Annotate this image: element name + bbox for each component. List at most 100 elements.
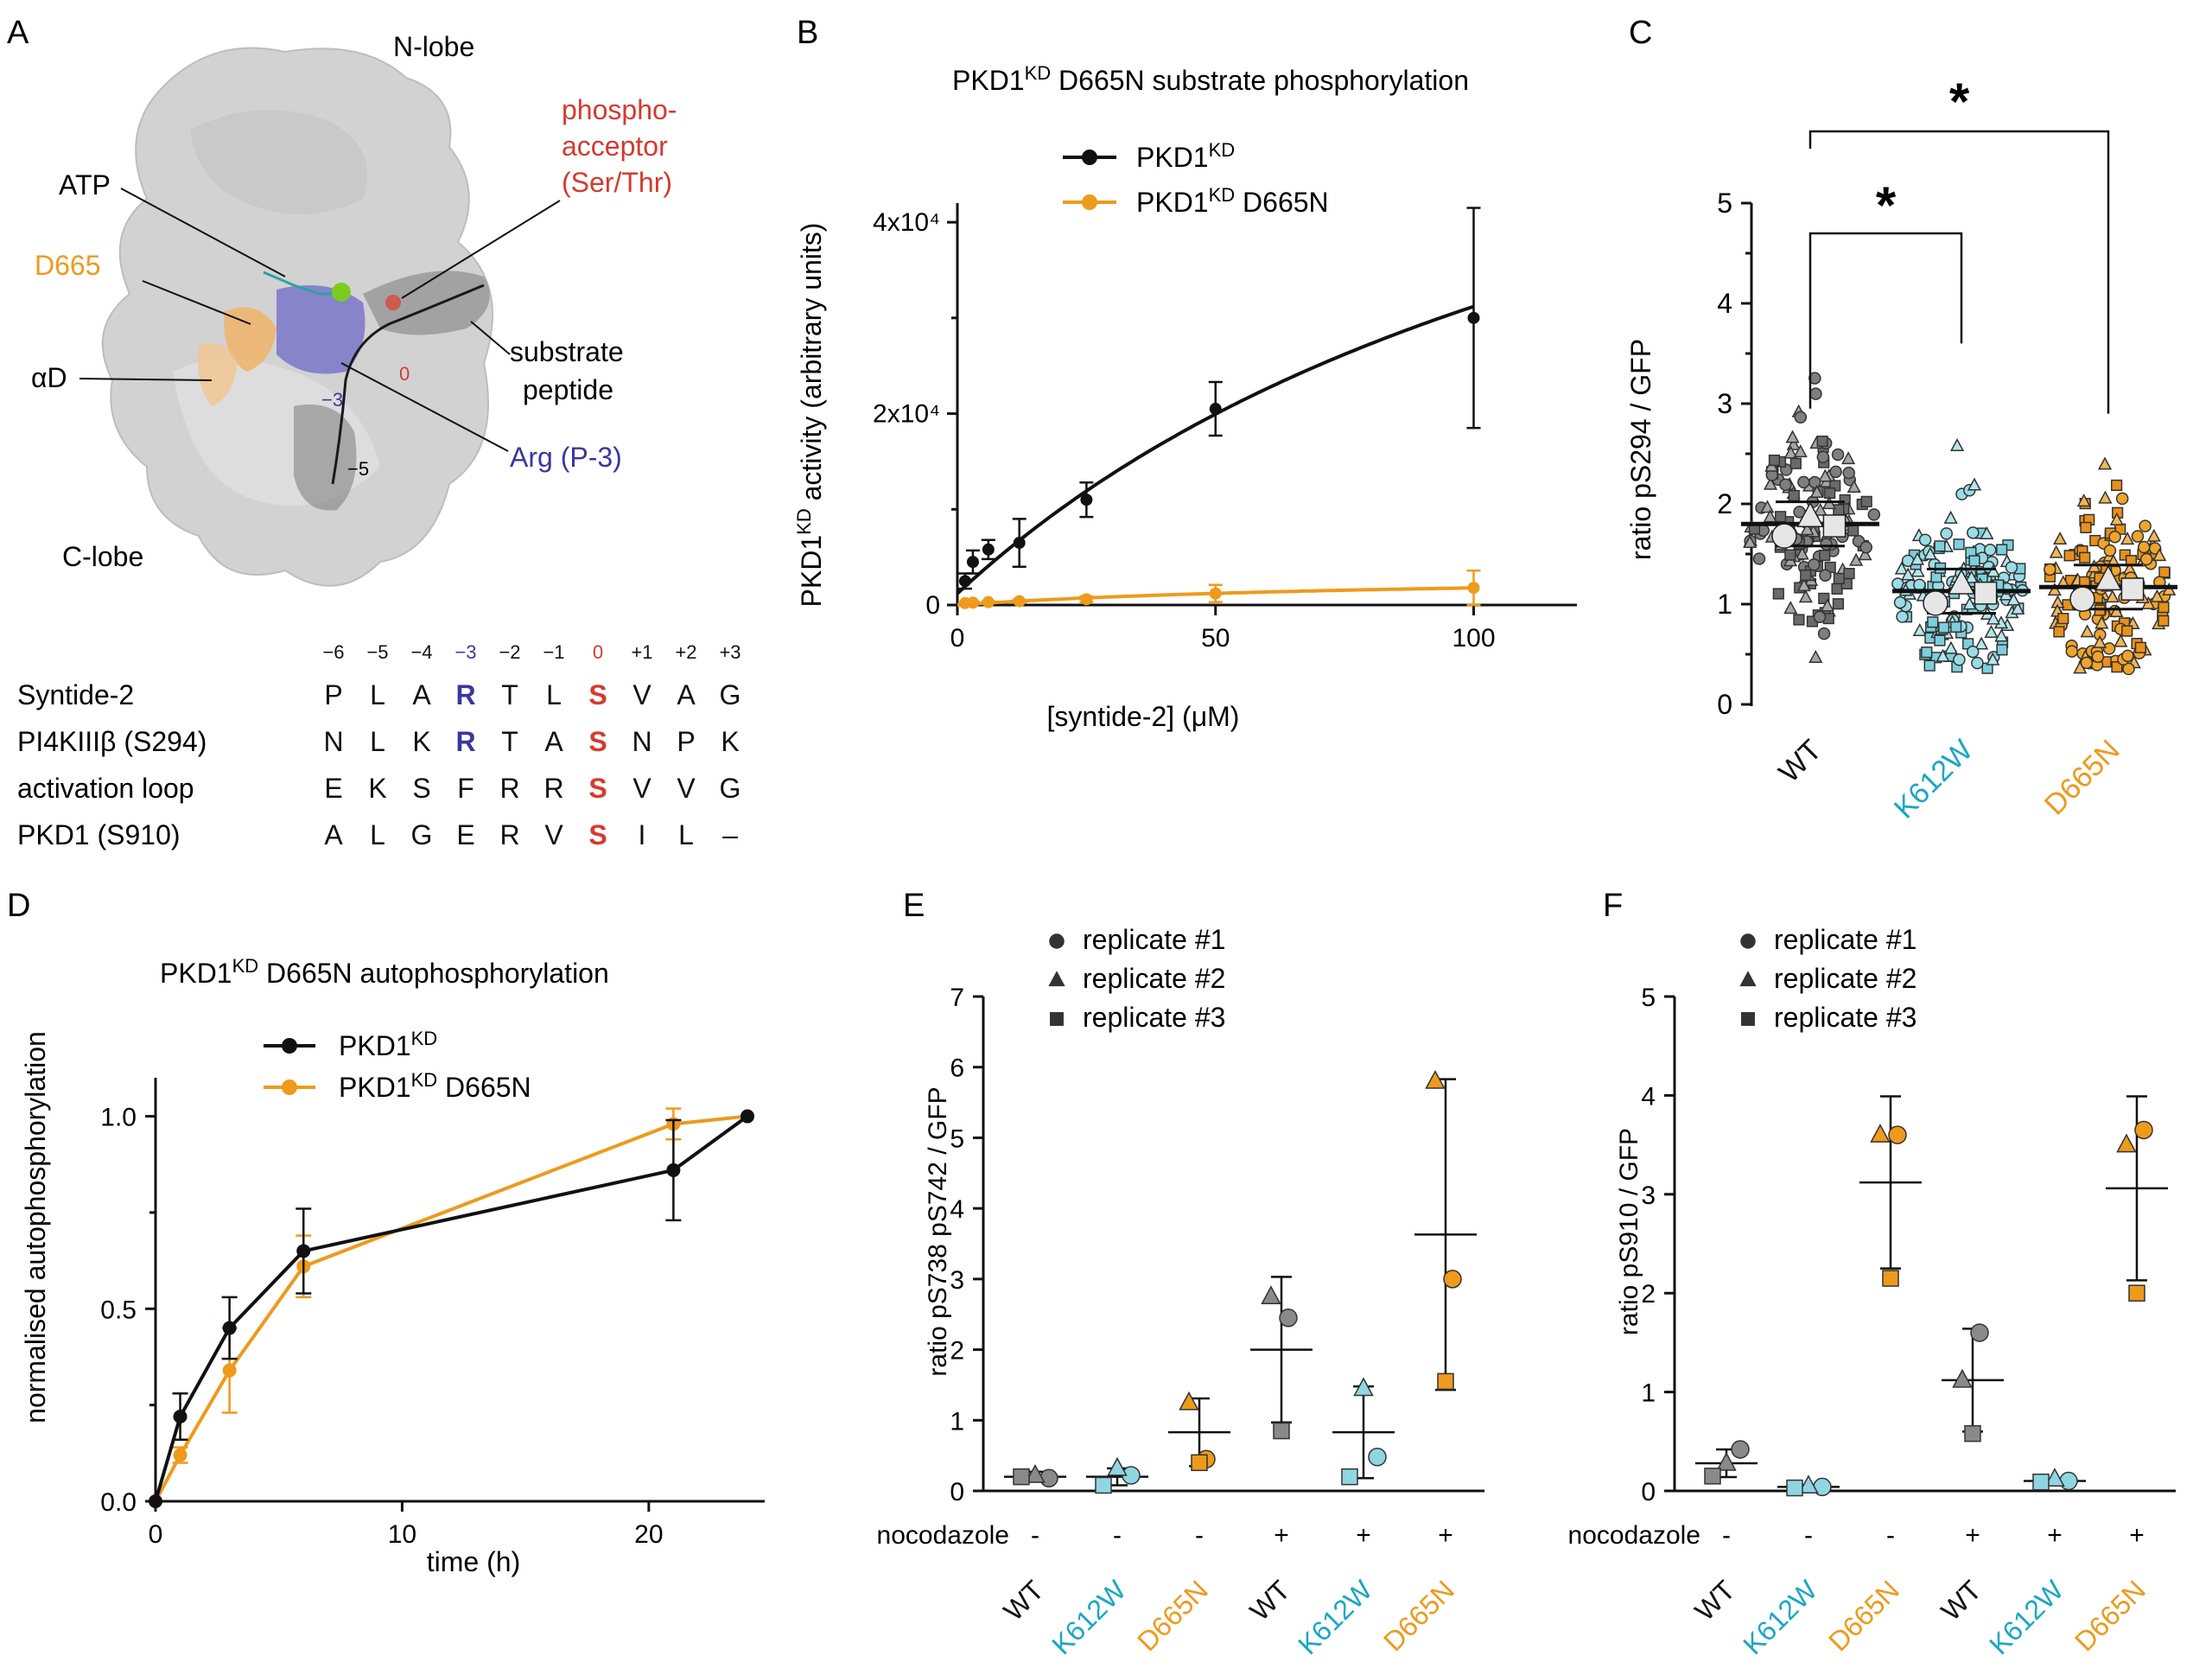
replicate-point <box>1013 1468 1030 1486</box>
data-point <box>2065 645 2079 658</box>
data-point <box>1896 610 1909 623</box>
y-tick-label: 1 <box>950 1407 964 1436</box>
d665-region <box>224 307 276 372</box>
data-point <box>2102 642 2116 655</box>
data-point <box>1813 502 1827 516</box>
legend-marker <box>1739 971 1757 987</box>
data-point <box>1901 567 1916 581</box>
x-tick-label: 10 <box>388 1520 416 1549</box>
data-point <box>2109 603 2124 617</box>
sequence-residue: E <box>456 819 474 850</box>
chart-b-title: PKD1KD D665N substrate phosphorylation <box>952 62 1469 96</box>
data-point <box>1775 511 1787 523</box>
data-point <box>2011 602 2025 615</box>
sequence-residue: T <box>501 726 518 757</box>
chart-d-plot: 0 10 20 0.0 0.5 1.0 <box>100 1078 765 1549</box>
replicate-mean <box>2120 577 2145 601</box>
data-point <box>2005 561 2018 574</box>
replicate-point <box>1870 1124 1891 1143</box>
data-point <box>2113 634 2128 647</box>
legend-label: replicate #1 <box>1083 924 1225 955</box>
y-tick-label: 5 <box>1641 984 1656 1012</box>
data-point <box>222 1321 237 1335</box>
replicate-point <box>1095 1476 1112 1494</box>
data-point <box>2122 662 2135 676</box>
replicate-point <box>1437 1372 1454 1391</box>
data-point <box>1800 522 1815 536</box>
nocodazole-sign: - <box>1195 1521 1204 1550</box>
data-point <box>1813 610 1827 624</box>
data-point <box>1788 489 1800 502</box>
y-tick-label: 2 <box>950 1337 964 1366</box>
position-label: 0 <box>593 641 603 663</box>
data-point <box>1986 652 2000 666</box>
y-tick-label: 3 <box>1717 388 1732 419</box>
data-point <box>1934 540 1946 552</box>
data-point <box>2098 490 2113 504</box>
y-tick-label: 1 <box>1641 1379 1656 1408</box>
data-point <box>1800 569 1812 582</box>
data-point <box>2158 615 2170 627</box>
data-point <box>1831 583 1843 595</box>
category-label: WT <box>1243 1574 1296 1627</box>
replicate-point <box>1786 1479 1803 1497</box>
data-point <box>1921 646 1933 659</box>
data-point <box>1789 457 1802 469</box>
chart-d-title: PKD1KD D665N autophosphorylation <box>160 955 609 989</box>
replicate-point <box>1731 1440 1750 1459</box>
sequence-residue: N <box>632 726 652 757</box>
data-point <box>2139 552 2153 566</box>
minus3-label: −3 <box>321 389 343 411</box>
x-tick-label: 20 <box>634 1520 663 1549</box>
legend-marker-pkd1kd <box>1082 150 1097 165</box>
replicate-mean <box>2094 564 2122 591</box>
significance-bracket <box>1808 232 1963 409</box>
y-tick-label: 0.5 <box>100 1296 137 1324</box>
replicate-mean <box>1822 514 1847 538</box>
category-label: D665N <box>2069 1574 2152 1657</box>
data-point <box>966 556 979 569</box>
replicate-point <box>1279 1309 1298 1328</box>
sequence-residue: – <box>722 819 738 850</box>
x-tick-label: 100 <box>1452 624 1495 653</box>
chart-b-xlabel: [syntide-2] (μM) <box>1047 701 1240 732</box>
replicate-point <box>2128 1284 2145 1302</box>
sequence-residue: I <box>639 819 646 850</box>
y-tick-label: 2x10⁴ <box>873 400 940 429</box>
sequence-name: PKD1 (S910) <box>17 819 181 850</box>
data-point <box>1831 448 1845 462</box>
data-point <box>1934 634 1946 646</box>
legend-b-d665n: PKD1KD D665N <box>1136 184 1329 218</box>
d665-label: D665 <box>35 250 101 281</box>
replicate-point <box>1882 1270 1899 1287</box>
nocodazole-sign: - <box>1113 1521 1122 1550</box>
data-point <box>982 595 995 608</box>
category-label: WT <box>997 1574 1050 1627</box>
data-point <box>2158 566 2171 578</box>
chart-d-legend: PKD1KD PKD1KD D665N <box>264 1028 531 1103</box>
data-point <box>1986 564 2001 577</box>
data-point <box>1779 478 1792 492</box>
replicate-mean <box>1796 501 1824 528</box>
data-point <box>2080 624 2094 638</box>
data-point <box>2137 540 2151 554</box>
data-point <box>1809 485 1824 499</box>
data-point <box>1794 411 1808 424</box>
data-point <box>1859 540 1872 554</box>
data-point <box>149 1494 162 1508</box>
data-point <box>2150 589 2164 602</box>
chart-b-legend: PKD1KD PKD1KD D665N <box>1063 139 1329 218</box>
nocodazole-sign: + <box>1438 1521 1453 1550</box>
data-point <box>1760 500 1775 513</box>
replicate-point <box>2059 1471 2078 1491</box>
sequence-residue: A <box>544 726 563 757</box>
data-point <box>2111 661 2123 673</box>
y-tick-label: 4 <box>1717 288 1732 319</box>
panel-c: C ratio pS294 / GFP 0 1 2 3 4 5 WT K612W D665N * * <box>1625 15 2177 825</box>
data-point <box>1974 636 1989 650</box>
data-point <box>1795 546 1809 560</box>
substrate-label-2: peptide <box>523 374 613 405</box>
data-point <box>2053 532 2068 545</box>
sequence-residue: L <box>370 819 385 850</box>
